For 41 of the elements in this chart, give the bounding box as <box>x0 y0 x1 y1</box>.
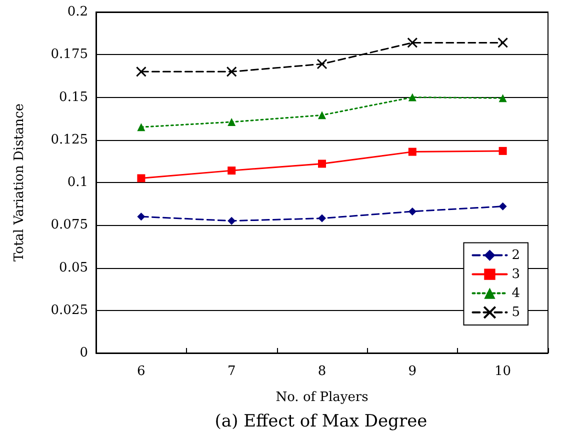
x-axis-title: No. of Players <box>276 390 368 405</box>
point <box>226 66 237 77</box>
y-tick-label: 0 <box>80 346 88 360</box>
y-tick-label: 0.15 <box>59 90 88 105</box>
y-tick-label: 0.125 <box>50 132 88 148</box>
point <box>498 94 507 102</box>
y-tick-label: 0.2 <box>67 4 88 20</box>
point <box>137 174 146 182</box>
x-tick-label: 6 <box>137 364 146 379</box>
point <box>408 148 416 156</box>
point <box>498 37 508 48</box>
point <box>137 123 146 132</box>
legend-label: 5 <box>512 304 520 320</box>
point <box>136 66 146 77</box>
y-tick-label: 0.1 <box>67 175 88 190</box>
point <box>228 118 236 126</box>
point <box>407 37 418 48</box>
point <box>498 146 507 155</box>
point <box>318 214 326 222</box>
point <box>498 202 507 210</box>
y-tick-label: 0.05 <box>59 260 88 276</box>
point <box>228 216 236 225</box>
y-axis-title: Total Variation Distance <box>12 103 27 262</box>
y-tick-label: 0.025 <box>50 302 88 318</box>
y-tick-label: 0.075 <box>50 218 88 233</box>
x-tick-label: 9 <box>408 364 417 379</box>
point <box>228 166 236 175</box>
point <box>408 207 416 216</box>
text: (a) Effect of Max Degree <box>214 412 428 432</box>
x-tick-label: 8 <box>318 364 326 379</box>
point <box>316 58 328 70</box>
y-tick-label: 0.175 <box>50 47 88 62</box>
x-tick-label: 7 <box>227 364 236 379</box>
legend-label: 2 <box>512 248 520 263</box>
legend-label: 4 <box>512 286 520 301</box>
point <box>318 160 326 168</box>
legend-label: 3 <box>512 266 520 282</box>
point <box>408 93 416 102</box>
point <box>318 111 326 120</box>
point <box>137 212 146 221</box>
x-tick-label: 10 <box>494 364 512 379</box>
